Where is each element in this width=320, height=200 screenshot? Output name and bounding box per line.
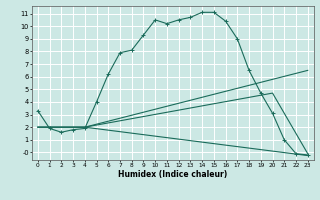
X-axis label: Humidex (Indice chaleur): Humidex (Indice chaleur) bbox=[118, 170, 228, 179]
